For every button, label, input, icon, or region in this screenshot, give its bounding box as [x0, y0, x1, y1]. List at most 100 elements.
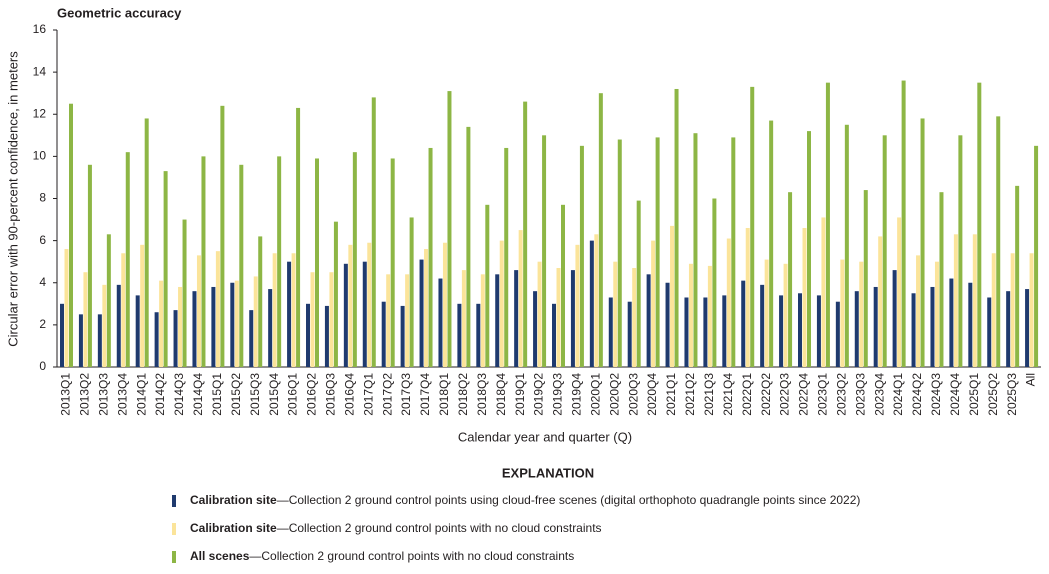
- bar: [409, 217, 414, 367]
- bar: [106, 234, 111, 367]
- bar: [741, 280, 746, 367]
- bar: [598, 93, 603, 367]
- bar: [537, 261, 542, 367]
- bar: [362, 261, 367, 367]
- bar: [333, 221, 338, 367]
- bar: [854, 291, 859, 367]
- bar: [627, 301, 632, 367]
- y-tick-label: 16: [33, 22, 47, 36]
- x-tick-label: 2016Q4: [342, 373, 356, 416]
- x-tick-label: 2022Q4: [797, 373, 811, 416]
- x-tick-label: 2013Q4: [115, 373, 129, 416]
- bar: [972, 234, 977, 367]
- legend-swatch: [172, 551, 176, 563]
- bar: [495, 274, 500, 367]
- bar: [144, 118, 149, 368]
- x-tick-label: 2023Q4: [872, 373, 886, 416]
- bar: [428, 147, 433, 367]
- x-tick-label: 2021Q3: [702, 373, 716, 416]
- bar: [579, 145, 584, 367]
- x-tick-label: 2014Q1: [134, 373, 148, 416]
- bar: [825, 82, 830, 367]
- bar: [125, 152, 130, 367]
- bar: [386, 274, 391, 367]
- bar: [457, 303, 462, 367]
- bar: [97, 314, 102, 367]
- bar: [381, 301, 386, 367]
- y-tick-label: 6: [39, 233, 46, 247]
- legend-description: —Collection 2 ground control points with…: [249, 549, 574, 563]
- bar: [367, 242, 372, 367]
- bar: [552, 303, 556, 367]
- legend-name: All scenes: [190, 549, 250, 563]
- x-tick-label: 2018Q1: [437, 373, 451, 416]
- bar: [121, 253, 126, 367]
- bar: [707, 265, 712, 367]
- bar: [651, 240, 656, 367]
- x-tick-label: 2016Q1: [286, 373, 300, 416]
- x-tick-label: 2022Q2: [759, 373, 773, 416]
- x-tick-label: 2019Q3: [551, 373, 565, 416]
- bar: [419, 259, 424, 367]
- x-tick-label: All: [1024, 373, 1038, 386]
- x-tick-label: 2024Q2: [910, 373, 924, 416]
- bar: [343, 263, 348, 367]
- y-tick-label: 14: [33, 64, 47, 78]
- bar: [324, 305, 329, 367]
- bar: [897, 217, 902, 367]
- bar: [916, 255, 921, 367]
- x-tick-label: 2016Q2: [305, 373, 319, 416]
- bar: [438, 278, 443, 367]
- bar: [575, 244, 580, 367]
- y-tick-label: 10: [33, 149, 47, 163]
- bar: [1034, 145, 1039, 367]
- bar: [840, 259, 845, 367]
- legend-name: Calibration site: [190, 493, 277, 507]
- bar: [1010, 253, 1015, 367]
- bar: [882, 135, 887, 367]
- legend-label: Calibration site—Collection 2 ground con…: [190, 521, 602, 535]
- bar: [485, 204, 490, 367]
- x-tick-label: 2019Q2: [532, 373, 546, 416]
- bar: [617, 139, 622, 367]
- bar: [60, 303, 64, 367]
- bar: [996, 116, 1001, 367]
- x-tick-label: 2013Q3: [96, 373, 110, 416]
- x-tick-label: 2025Q3: [1005, 373, 1019, 416]
- x-tick-label: 2018Q4: [494, 373, 508, 416]
- legend-swatch: [172, 495, 176, 507]
- bar: [769, 120, 774, 367]
- bar: [807, 131, 811, 367]
- bar: [230, 282, 235, 367]
- bar: [348, 244, 353, 367]
- x-tick-label: 2020Q1: [588, 373, 602, 416]
- chart-title: Geometric accuracy: [57, 5, 182, 20]
- legend-label: Calibration site—Collection 2 ground con…: [190, 493, 860, 507]
- x-tick-label: 2025Q2: [986, 373, 1000, 416]
- bar: [442, 242, 447, 367]
- bar: [821, 217, 826, 367]
- bar: [646, 274, 651, 367]
- bar: [674, 88, 679, 367]
- legend-swatch: [172, 523, 176, 535]
- bar: [968, 282, 973, 367]
- bar: [693, 133, 698, 367]
- bar: [196, 255, 201, 367]
- bar: [220, 105, 225, 367]
- bar: [476, 303, 481, 367]
- bar: [542, 135, 547, 367]
- legend-title: EXPLANATION: [502, 465, 594, 480]
- x-tick-label: 2020Q3: [626, 373, 640, 416]
- bar: [816, 295, 821, 367]
- x-tick-label: 2015Q3: [248, 373, 262, 416]
- bar: [726, 238, 731, 367]
- x-tick-label: 2013Q2: [78, 373, 92, 416]
- bar: [234, 280, 239, 367]
- bar: [69, 103, 73, 367]
- y-tick-label: 4: [39, 275, 46, 289]
- bar: [400, 305, 405, 367]
- bar: [764, 259, 769, 367]
- x-tick-label: 2021Q4: [721, 373, 735, 416]
